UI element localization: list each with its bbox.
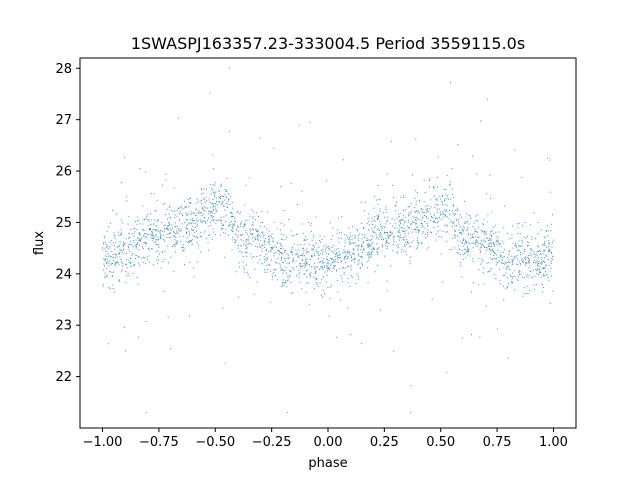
x-tick-label: −1.00 [83,435,123,450]
x-tick-label: 0.75 [483,435,512,450]
y-tick-label: 23 [55,319,72,334]
data-points [102,67,554,414]
y-tick-label: 24 [55,267,72,282]
x-tick-label: 0.50 [426,435,455,450]
y-tick-label: 25 [55,216,72,231]
x-tick-label: −0.75 [139,435,179,450]
scatter-points [102,67,554,414]
y-tick-label: 22 [55,370,72,385]
x-tick-label: 0.00 [314,435,343,450]
y-tick-label: 27 [55,113,72,128]
x-tick-label: 0.25 [370,435,399,450]
chart-title: 1SWASPJ163357.23-333004.5 Period 3559115… [131,34,525,53]
y-axis-label: flux [32,231,47,255]
y-tick-label: 28 [55,62,72,77]
x-axis: −1.00 −0.75 −0.50 −0.25 0.00 0.25 0.50 0.75 1.00 [83,428,568,450]
y-axis: 22 23 24 25 26 27 28 [55,62,80,385]
x-tick-label: 1.00 [539,435,568,450]
x-axis-label: phase [308,456,347,471]
y-tick-label: 26 [55,165,72,180]
x-tick-label: −0.25 [252,435,292,450]
x-tick-label: −0.50 [195,435,235,450]
